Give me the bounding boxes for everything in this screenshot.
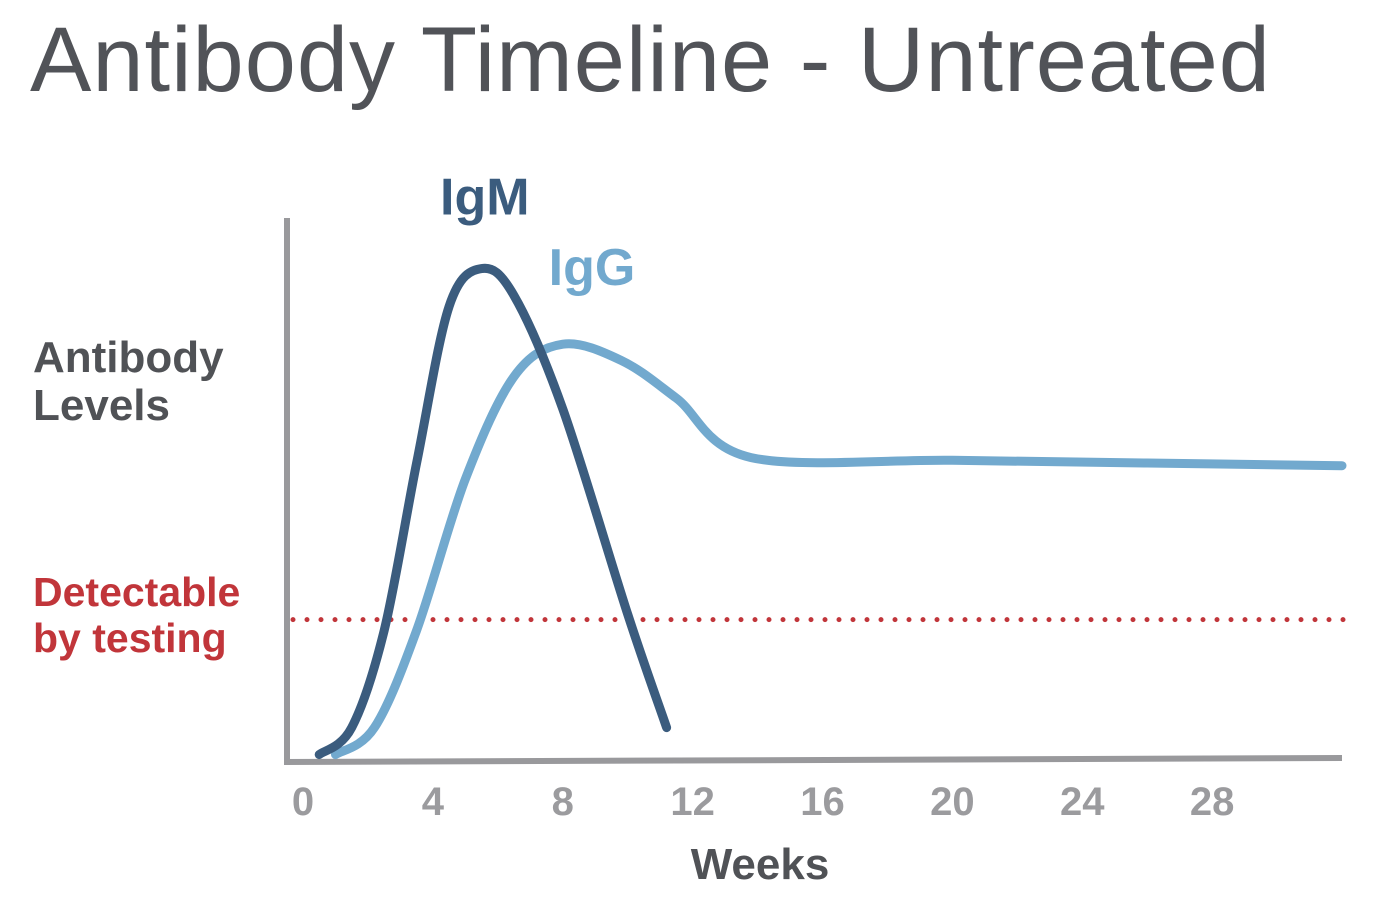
x-tick-label: 28 (1190, 780, 1235, 824)
x-tick-label: 4 (422, 780, 445, 824)
x-tick-label: 20 (930, 780, 975, 824)
y-axis-label: Antibody Levels (33, 333, 224, 431)
x-tick-label: 12 (670, 780, 715, 824)
x-tick-label: 8 (552, 780, 574, 824)
series-group (314, 263, 1347, 760)
chart-title: Antibody Timeline - Untreated (30, 9, 1271, 111)
threshold-label-line-2: by testing (33, 614, 227, 661)
threshold-label: Detectable by testing (33, 569, 241, 662)
y-axis-label-line-1: Antibody (33, 333, 224, 382)
series-line-igg (331, 339, 1347, 760)
x-tick-label: 24 (1060, 780, 1105, 824)
x-axis-line (283, 755, 1343, 765)
series-label-igm: IgM (440, 169, 530, 227)
series-labels: IgM IgG (440, 169, 635, 297)
x-tick-labels: 0 4 8 12 16 20 24 28 (292, 780, 1235, 824)
x-tick-label: 16 (800, 780, 845, 824)
series-line-igm (314, 263, 672, 760)
axes (283, 218, 1343, 765)
threshold-label-line-1: Detectable (33, 569, 241, 615)
x-tick-label: 0 (292, 780, 314, 824)
y-axis-label-line-2: Levels (33, 381, 170, 431)
series-label-igg: IgG (549, 239, 636, 297)
